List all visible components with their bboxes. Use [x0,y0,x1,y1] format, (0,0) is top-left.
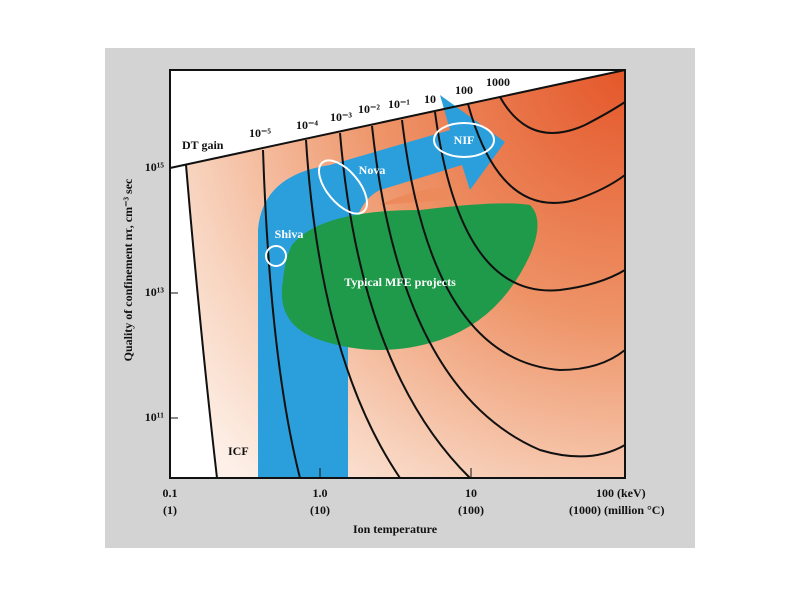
mfe-region [281,203,538,350]
y-tick-label: 10¹³ [145,285,165,299]
nif-marker [433,122,495,158]
dt-gain-line [169,69,626,169]
gain-curves [185,96,626,479]
region-label: NIF [454,133,475,147]
dt-gain-label: DT gain [182,138,224,152]
ignition-free-region [170,165,217,478]
gain-curve [499,96,626,134]
region-label: Nova [359,163,386,177]
icf-label: ICF [228,444,249,458]
y-axis-title: Quality of confinement nτ, cm⁻³ sec [121,178,135,361]
x-tick-sub: (100) [458,503,484,517]
x-tick-label: 0.1 [163,486,178,500]
overlap [380,187,460,205]
x-tick-sub: (1000) (million °C) [569,503,664,517]
gain-label: 10⁻⁵ [249,126,271,140]
y-tick-label: 10¹¹ [145,410,165,424]
gain-label: 10⁻² [358,102,380,116]
x-axis-title: Ion temperature [353,522,438,536]
gain-label: 10⁻¹ [388,97,410,111]
x-axis: 0.1 (1) 1.0 (10) 10 (100) 100 (keV) (100… [163,468,664,536]
ignition-curve [185,164,218,479]
icf-arrow [258,95,505,478]
gain-curve [339,132,471,479]
shiva-marker [265,245,287,267]
gain-curve [262,149,301,479]
y-axis: 10¹⁵ 10¹³ 10¹¹ Quality of confinement nτ… [121,160,178,424]
region-label: Shiva [275,227,304,241]
gain-label: 100 [455,83,473,97]
plot-frame [169,69,626,479]
y-tick-label: 10¹⁵ [145,160,165,174]
x-tick-label: 1.0 [313,486,328,500]
gain-curve [305,139,401,479]
x-tick-label: 10 [465,486,477,500]
x-tick-sub: (10) [310,503,330,517]
gain-label: 1000 [486,75,510,89]
x-tick-label: 100 (keV) [596,486,646,500]
gain-curve [401,119,626,372]
gain-curve [371,125,626,458]
nova-marker [318,159,368,215]
gain-label: 10⁻⁴ [296,118,318,132]
x-tick-sub: (1) [163,503,177,517]
gain-curve [434,111,626,292]
gain-label: 10 [424,92,436,106]
region-label: Typical MFE projects [344,275,456,289]
gain-label: 10⁻³ [330,110,352,124]
